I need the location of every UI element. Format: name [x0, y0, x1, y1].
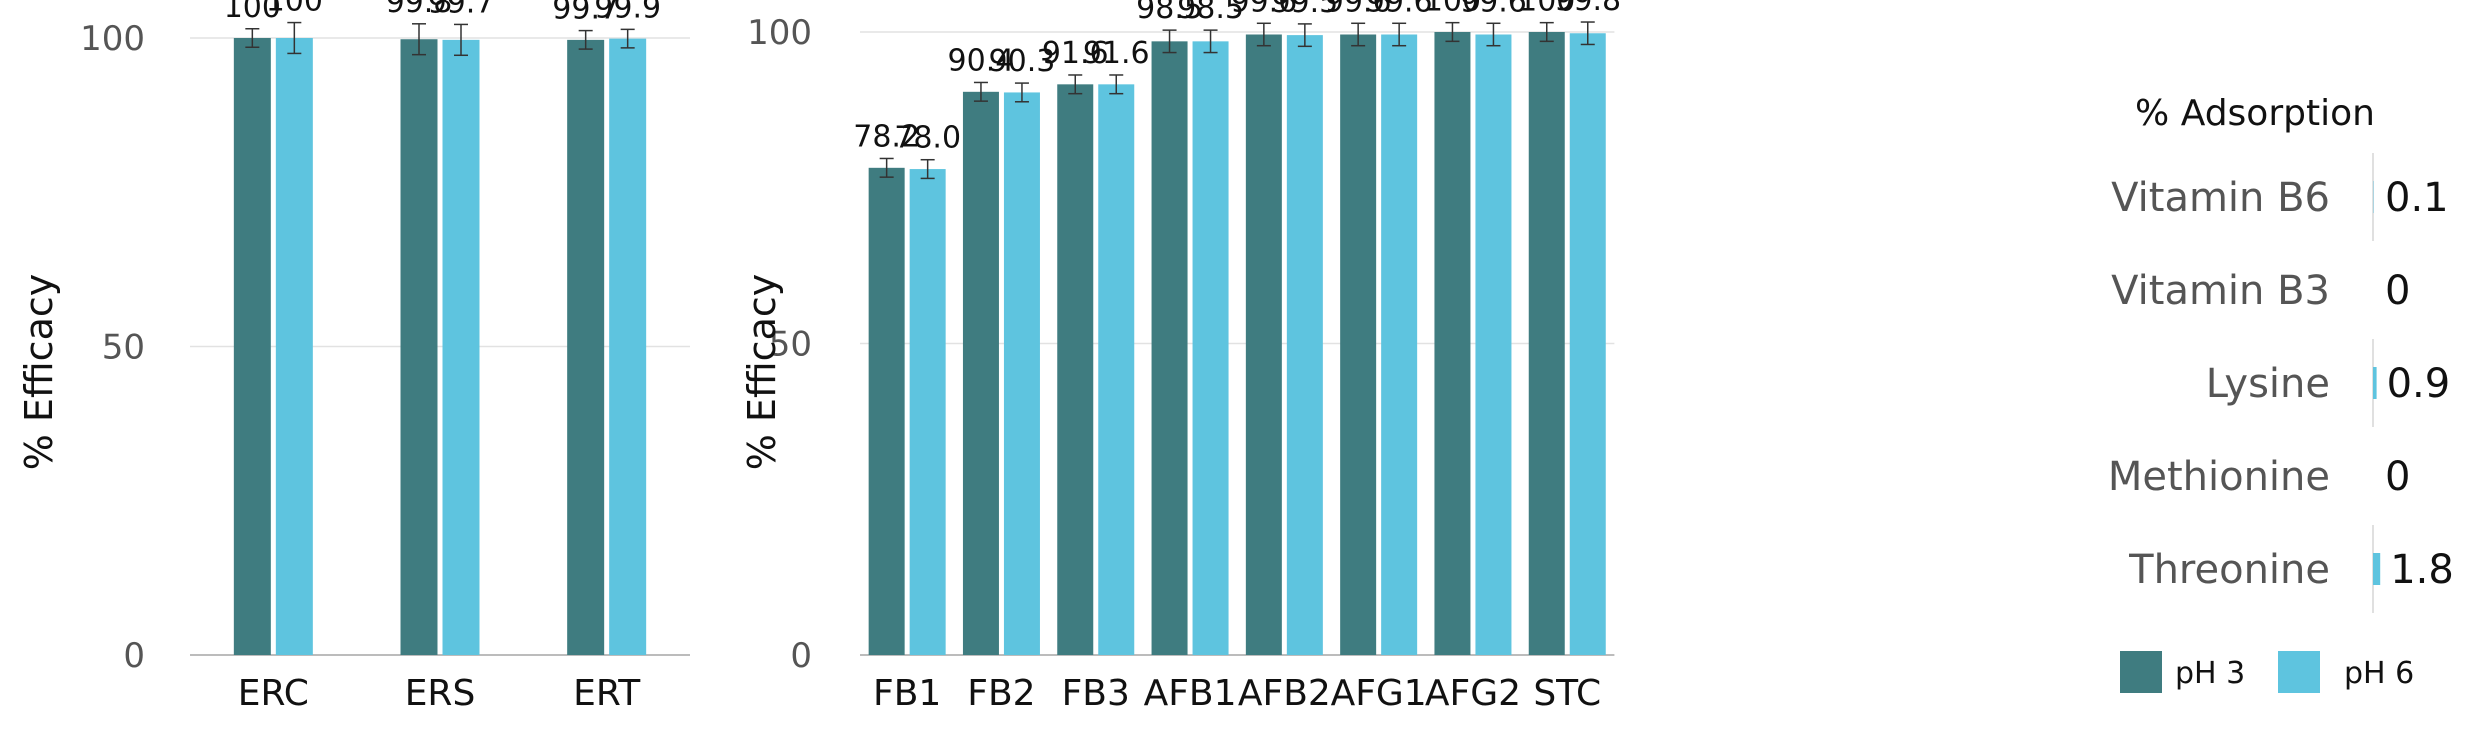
bar [1245, 34, 1282, 655]
adsorption-category-label: Vitamin B3 [2111, 268, 2330, 314]
data-label: 99.6 [1325, 0, 1392, 19]
adsorption-value-label: 0.9 [2387, 361, 2451, 407]
bar [400, 39, 438, 655]
bar [609, 38, 647, 655]
data-label: 90.3 [989, 44, 1056, 79]
y-tick-label: 50 [769, 325, 812, 365]
bar [233, 38, 271, 655]
y-tick-label: 50 [102, 328, 145, 368]
bar [868, 167, 905, 655]
data-label: 99.9 [594, 0, 661, 25]
adsorption-category-label: Methionine [2108, 454, 2330, 500]
bar [1340, 34, 1377, 655]
y-tick-label: 100 [747, 13, 812, 53]
legend-swatch [2120, 651, 2162, 693]
legend-label: pH 6 [2344, 656, 2414, 691]
bar [909, 169, 946, 655]
category-label: STC [1533, 673, 1601, 714]
data-label: 98.5 [1177, 0, 1244, 26]
bar [962, 91, 999, 656]
adsorption-value-label: 0 [2385, 454, 2410, 500]
y-axis-label: % Efficacy [17, 274, 61, 471]
bar [1151, 41, 1188, 656]
bar [1286, 35, 1323, 656]
category-label: FB1 [873, 673, 941, 714]
data-label: 99.6 [1230, 0, 1297, 19]
y-tick-label: 100 [80, 19, 145, 59]
category-label: AFB2 [1238, 673, 1331, 714]
category-label: AFB1 [1144, 673, 1237, 714]
y-tick-label: 0 [123, 636, 145, 676]
bar [1475, 34, 1512, 655]
data-label: 99.6 [1460, 0, 1527, 19]
y-axis-label: % Efficacy [740, 274, 784, 471]
bar [1003, 92, 1040, 655]
data-label: 99.5 [1271, 0, 1338, 20]
adsorption-chart: % Adsorption Vitamin B6 0.1 Vitamin B3 0 Lysi… [2108, 93, 2454, 613]
data-label: 100 [224, 0, 281, 25]
category-label: ERS [405, 673, 476, 714]
data-label: 100 [1424, 0, 1481, 19]
data-label: 90.4 [948, 43, 1015, 78]
data-label: 99.8 [1554, 0, 1621, 18]
legend-swatch [2278, 651, 2320, 693]
legend: pH 3 pH 6 [2120, 651, 2414, 693]
bar [1434, 32, 1471, 655]
data-label: 99.7 [552, 0, 619, 27]
data-label: 91.6 [1083, 36, 1150, 71]
adsorption-value-label: 0.1 [2385, 175, 2449, 221]
bar [275, 38, 313, 655]
data-label: 78.2 [853, 119, 920, 154]
data-label: 99.8 [386, 0, 453, 20]
y-tick-label: 0 [790, 636, 812, 676]
bar [1381, 34, 1418, 655]
data-label: 100 [1518, 0, 1575, 19]
data-label: 91.6 [1042, 36, 1109, 71]
category-label: ERC [238, 673, 309, 714]
data-label: 98.5 [1136, 0, 1203, 26]
bar [1528, 32, 1565, 655]
bar [567, 39, 605, 655]
category-label: AFG1 [1331, 673, 1427, 714]
category-label: FB2 [967, 673, 1035, 714]
data-label: 99.6 [1366, 0, 1433, 19]
adsorption-category-label: Vitamin B6 [2111, 175, 2330, 221]
bar [1192, 41, 1229, 656]
adsorption-bar [2373, 553, 2381, 585]
data-label: 100 [266, 0, 323, 19]
bar [1098, 84, 1135, 655]
category-label: AFG2 [1425, 673, 1521, 714]
adsorption-value-label: 1.8 [2390, 547, 2454, 593]
adsorption-category-label: Lysine [2206, 361, 2330, 407]
efficacy-chart-mycotoxins: 0 50 100 % Efficacy FB1 78.278.0 FB2 90.490.3 FB… [740, 0, 1621, 714]
category-label: FB3 [1062, 673, 1130, 714]
adsorption-category-label: Threonine [2128, 547, 2330, 593]
adsorption-title: % Adsorption [2135, 93, 2375, 134]
adsorption-value-label: 0 [2385, 268, 2410, 314]
data-label: 99.7 [428, 0, 495, 20]
legend-label: pH 3 [2175, 656, 2245, 691]
bar [1569, 33, 1606, 656]
bar [1057, 84, 1094, 655]
bar [442, 39, 480, 655]
adsorption-bar [2373, 367, 2377, 399]
data-label: 78.0 [894, 121, 961, 156]
category-label: ERT [573, 673, 641, 714]
